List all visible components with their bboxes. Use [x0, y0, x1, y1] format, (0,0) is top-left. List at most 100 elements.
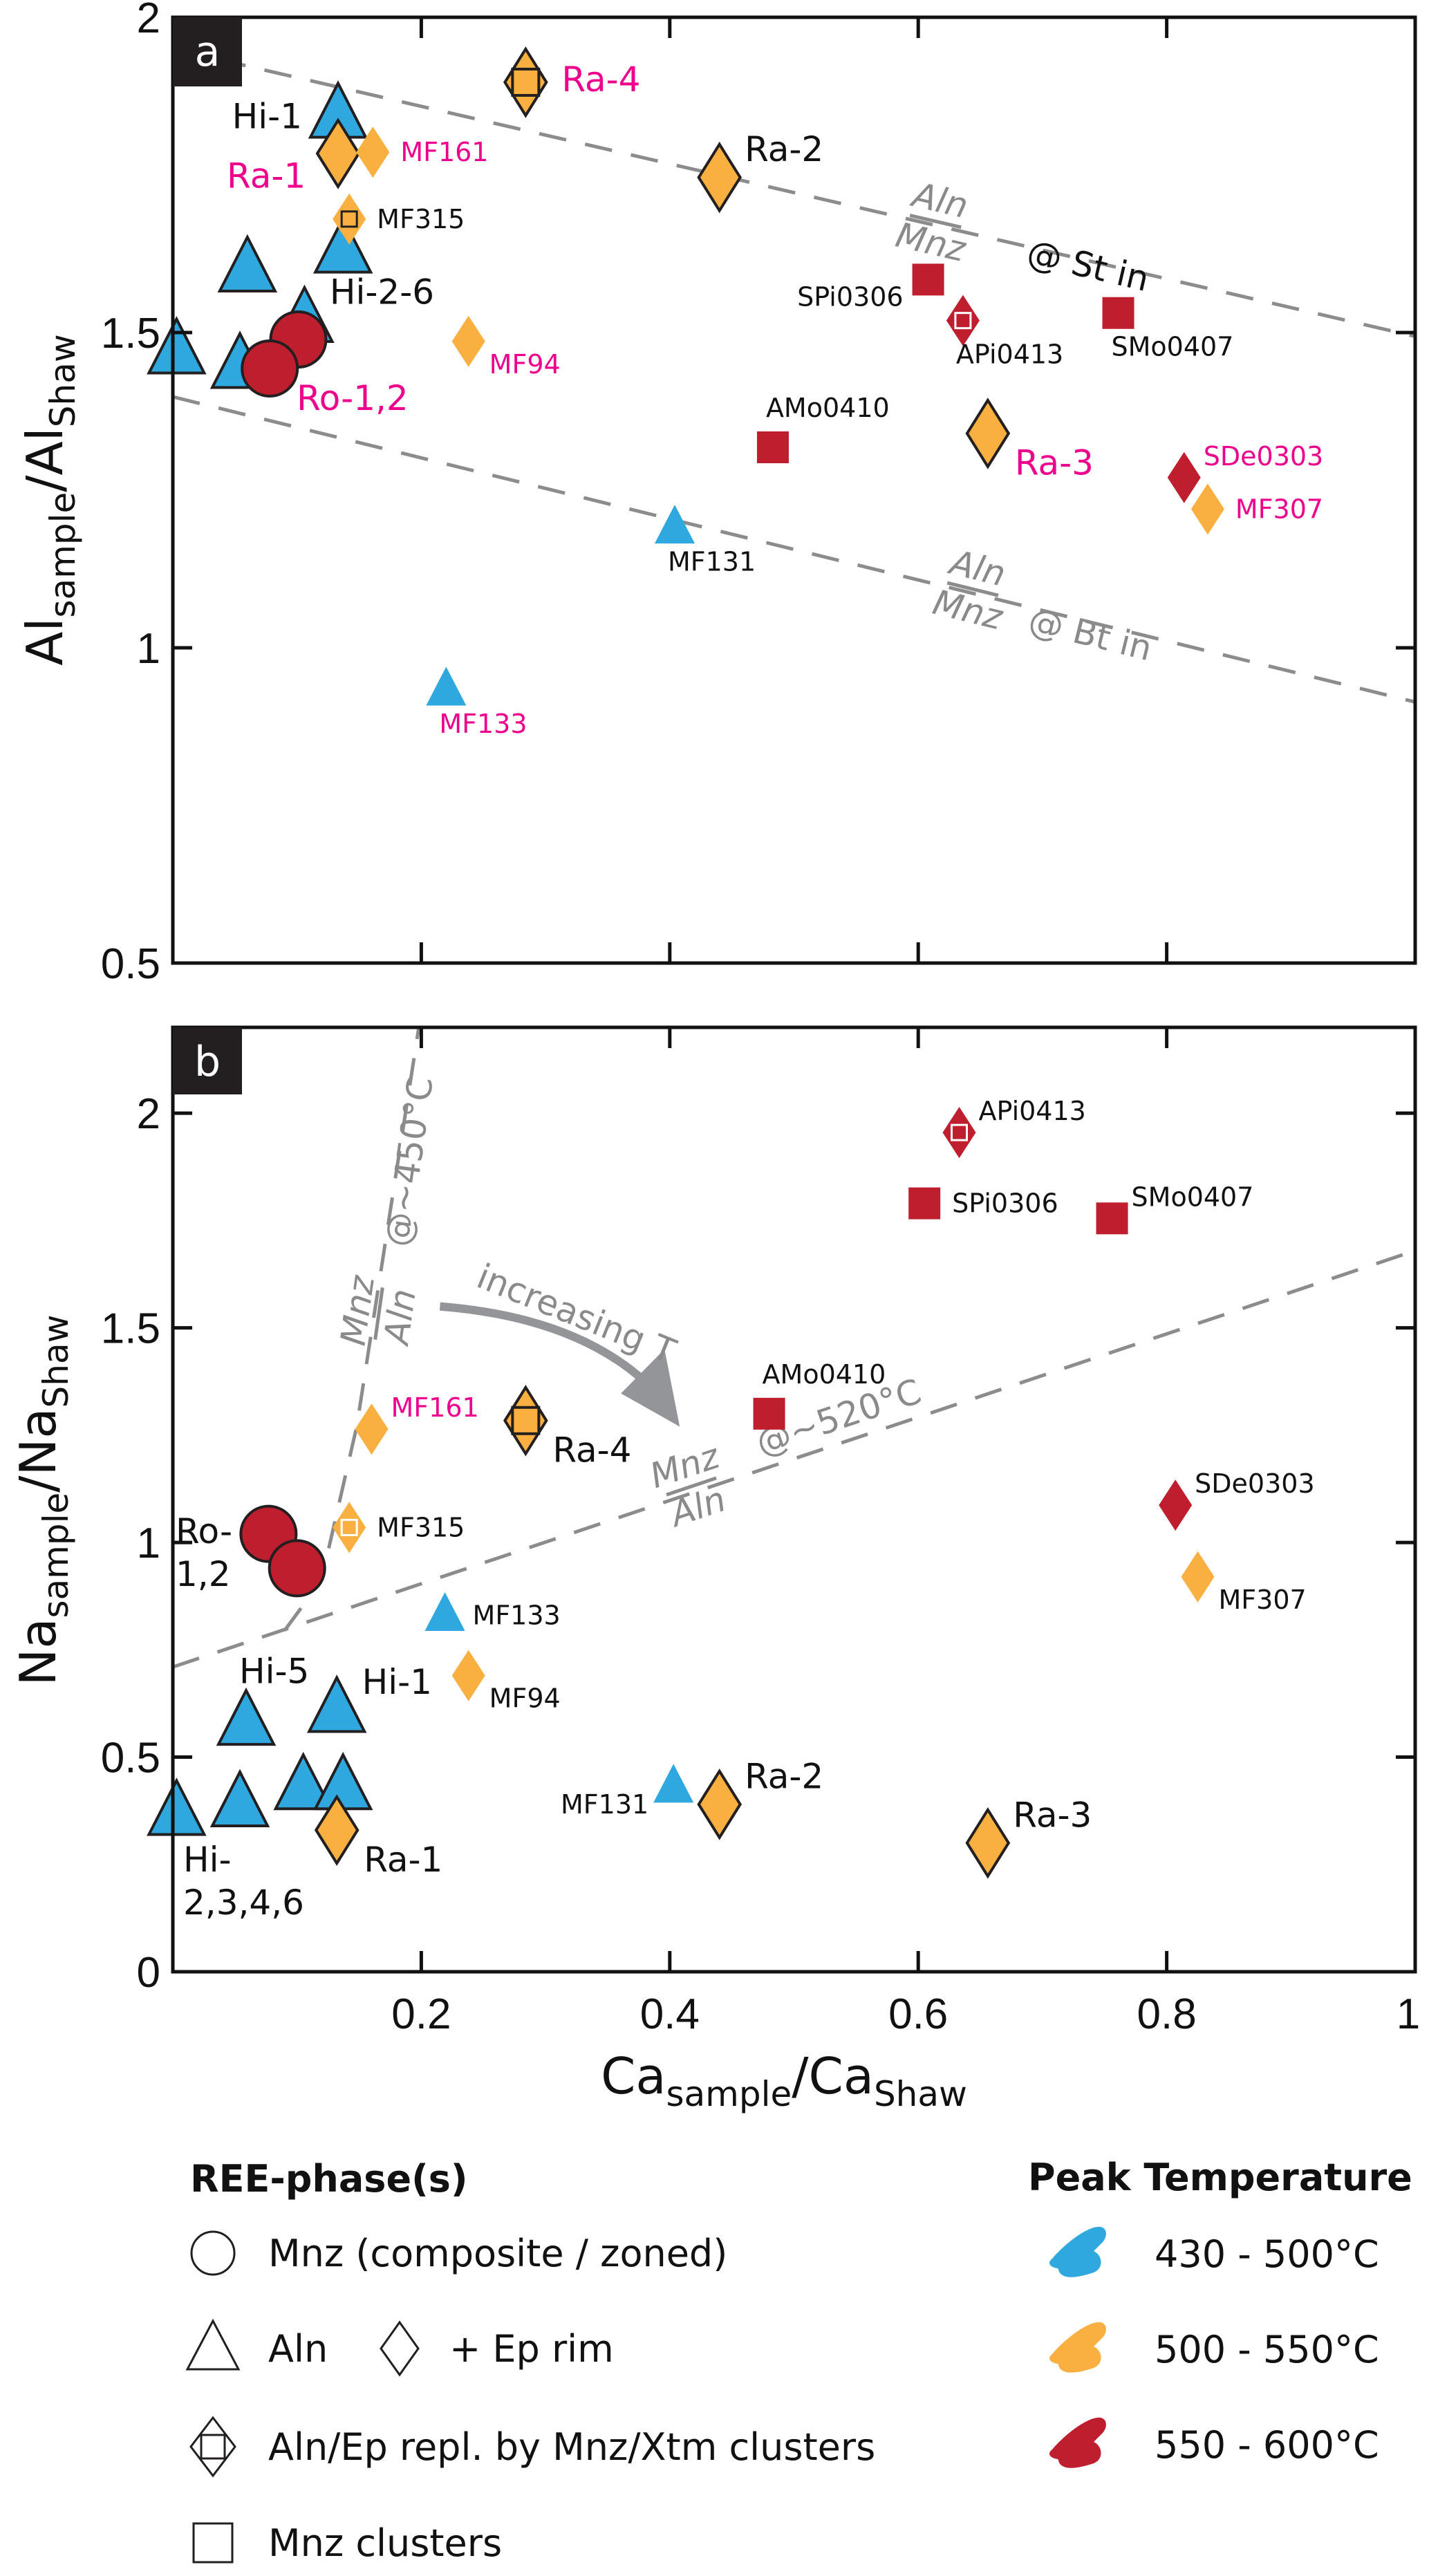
square-marker	[908, 1187, 941, 1220]
legend-phase-label: Aln/Ep repl. by Mnz/Xtm clusters	[268, 2425, 875, 2469]
diamond-marker	[451, 1650, 485, 1701]
panel-label-a: a	[195, 28, 221, 76]
legend-temp-label: 500 - 550°C	[1155, 2328, 1379, 2371]
diamond-marker	[315, 118, 361, 189]
data-point	[1096, 1202, 1128, 1235]
fraction-bar	[373, 1287, 384, 1340]
point-label: MF133	[473, 1600, 561, 1631]
data-point	[241, 339, 299, 398]
legend-phase-item: Aln + Ep rim	[185, 2318, 614, 2377]
data-point	[1181, 1551, 1215, 1603]
data-point	[268, 1539, 326, 1598]
y-tick-label-b: 2	[137, 1090, 160, 1138]
data-point	[697, 1768, 742, 1840]
data-point	[451, 315, 485, 367]
point-label: Ra-4	[552, 1430, 631, 1471]
data-point	[355, 1403, 389, 1455]
x-tick-label: 0.6	[888, 1990, 948, 2038]
point-label: MF161	[391, 1392, 479, 1423]
data-point	[312, 1751, 373, 1811]
data-point	[908, 1187, 941, 1220]
inner-square-marker	[340, 210, 358, 228]
data-point	[217, 234, 278, 292]
square-marker	[1096, 1202, 1128, 1235]
point-label: Ra-3	[1015, 443, 1094, 483]
circle-marker	[241, 339, 299, 398]
data-point	[503, 1384, 548, 1457]
axis-ticks-a: 0.5 1 1.5 2	[101, 0, 1417, 988]
x-tick-label: 1	[1397, 1990, 1420, 2038]
data-point	[1102, 297, 1134, 329]
point-label: Hi-1	[362, 1662, 432, 1702]
diamond-marker	[942, 1107, 976, 1159]
legend-phase-label: Aln	[268, 2327, 328, 2371]
inner-square-marker	[951, 1123, 969, 1141]
inner-square-marker	[340, 1518, 358, 1536]
y-tick-label-b: 1	[137, 1520, 160, 1567]
legend-phase-label: Mnz (composite / zoned)	[268, 2232, 727, 2275]
panel-label-b: b	[194, 1038, 221, 1086]
x-axis-title: Casample/CaShaw	[601, 2047, 967, 2114]
legend-temp-item: 550 - 600°C	[1049, 2417, 1379, 2468]
square-marker	[1102, 297, 1134, 329]
plot-frame-b	[171, 1025, 1417, 1974]
point-label: MF94	[489, 1683, 561, 1714]
diamond-marker	[333, 1502, 366, 1553]
data-point	[426, 666, 467, 706]
legend-phase-label: Mnz clusters	[268, 2521, 502, 2565]
point-label: Ro-1,2	[176, 1511, 232, 1594]
point-label: Ra-2	[745, 129, 823, 169]
triangle-marker	[312, 215, 373, 274]
data-point	[312, 215, 373, 274]
temperature-swatch-icon	[1049, 2226, 1106, 2277]
diamond-marker	[1167, 451, 1201, 503]
triangle-marker	[424, 1592, 465, 1632]
x-tick-label: 0.4	[640, 1990, 700, 2038]
data-point	[654, 505, 695, 544]
y-tick-label-b: 1.5	[101, 1305, 160, 1353]
point-label: SDe0303	[1204, 441, 1323, 472]
point-label: MF133	[439, 709, 527, 739]
data-point	[209, 1768, 270, 1828]
data-point	[314, 1794, 359, 1866]
y-tick-label-b: 0	[137, 1949, 160, 1997]
circle-marker	[268, 1539, 326, 1598]
line-label-lower: Aln	[376, 1287, 424, 1349]
inner-square-marker	[954, 312, 972, 330]
triangle-marker	[306, 1674, 367, 1733]
y-tick-label-a: 1.5	[101, 310, 160, 357]
y-tick-label-a: 2	[137, 0, 160, 42]
point-label: MF131	[668, 547, 756, 577]
point-label: APi0413	[956, 339, 1063, 370]
legend-phase-items: Mnz (composite / zoned) Aln + Ep rim Aln/Ep…	[185, 2230, 875, 2565]
data-points-a: Hi-2-6 Hi-1 Ra-1 MF161 MF315 Ra-4 Ro-1,2 MF94 Ra…	[147, 46, 1323, 739]
legend-phase-extra-label: + Ep rim	[449, 2327, 614, 2371]
data-point	[1159, 1480, 1193, 1531]
axis-ticks-b: 0.2 0.4 0.6 0.8 1 0 0.5 1 1.5 2	[101, 1027, 1420, 2038]
line-label-suffix: @~450°C	[377, 1074, 441, 1249]
diamond-marker	[356, 127, 390, 178]
point-label: AMo0410	[763, 1359, 886, 1390]
diamond-marker	[451, 315, 485, 367]
point-label: AMo0410	[766, 393, 890, 423]
inner-square-marker	[511, 67, 541, 97]
legend-temp-title: Peak Temperature	[1028, 2156, 1412, 2199]
point-label: MF307	[1235, 494, 1323, 524]
point-label: MF307	[1219, 1585, 1307, 1615]
data-point	[1190, 483, 1224, 535]
x-tick-label: 0.8	[1137, 1990, 1196, 2038]
point-label: Hi-2,3,4,6	[183, 1840, 304, 1923]
legend-temp-label: 550 - 600°C	[1155, 2423, 1379, 2467]
legend-temp-items: 430 - 500°C 500 - 550°C 550 - 600°C	[1049, 2226, 1379, 2468]
legend: REE-phase(s) Mnz (composite / zoned) Aln +…	[185, 2156, 1412, 2565]
temperature-swatch-icon	[1049, 2417, 1106, 2468]
y-axis-title-a: Alsample/AlShaw	[16, 334, 83, 666]
data-point	[333, 193, 366, 245]
reference-line-520c	[172, 1249, 1416, 1669]
panel-label-box-a	[173, 17, 242, 86]
legend-temp-label: 430 - 500°C	[1155, 2232, 1379, 2276]
